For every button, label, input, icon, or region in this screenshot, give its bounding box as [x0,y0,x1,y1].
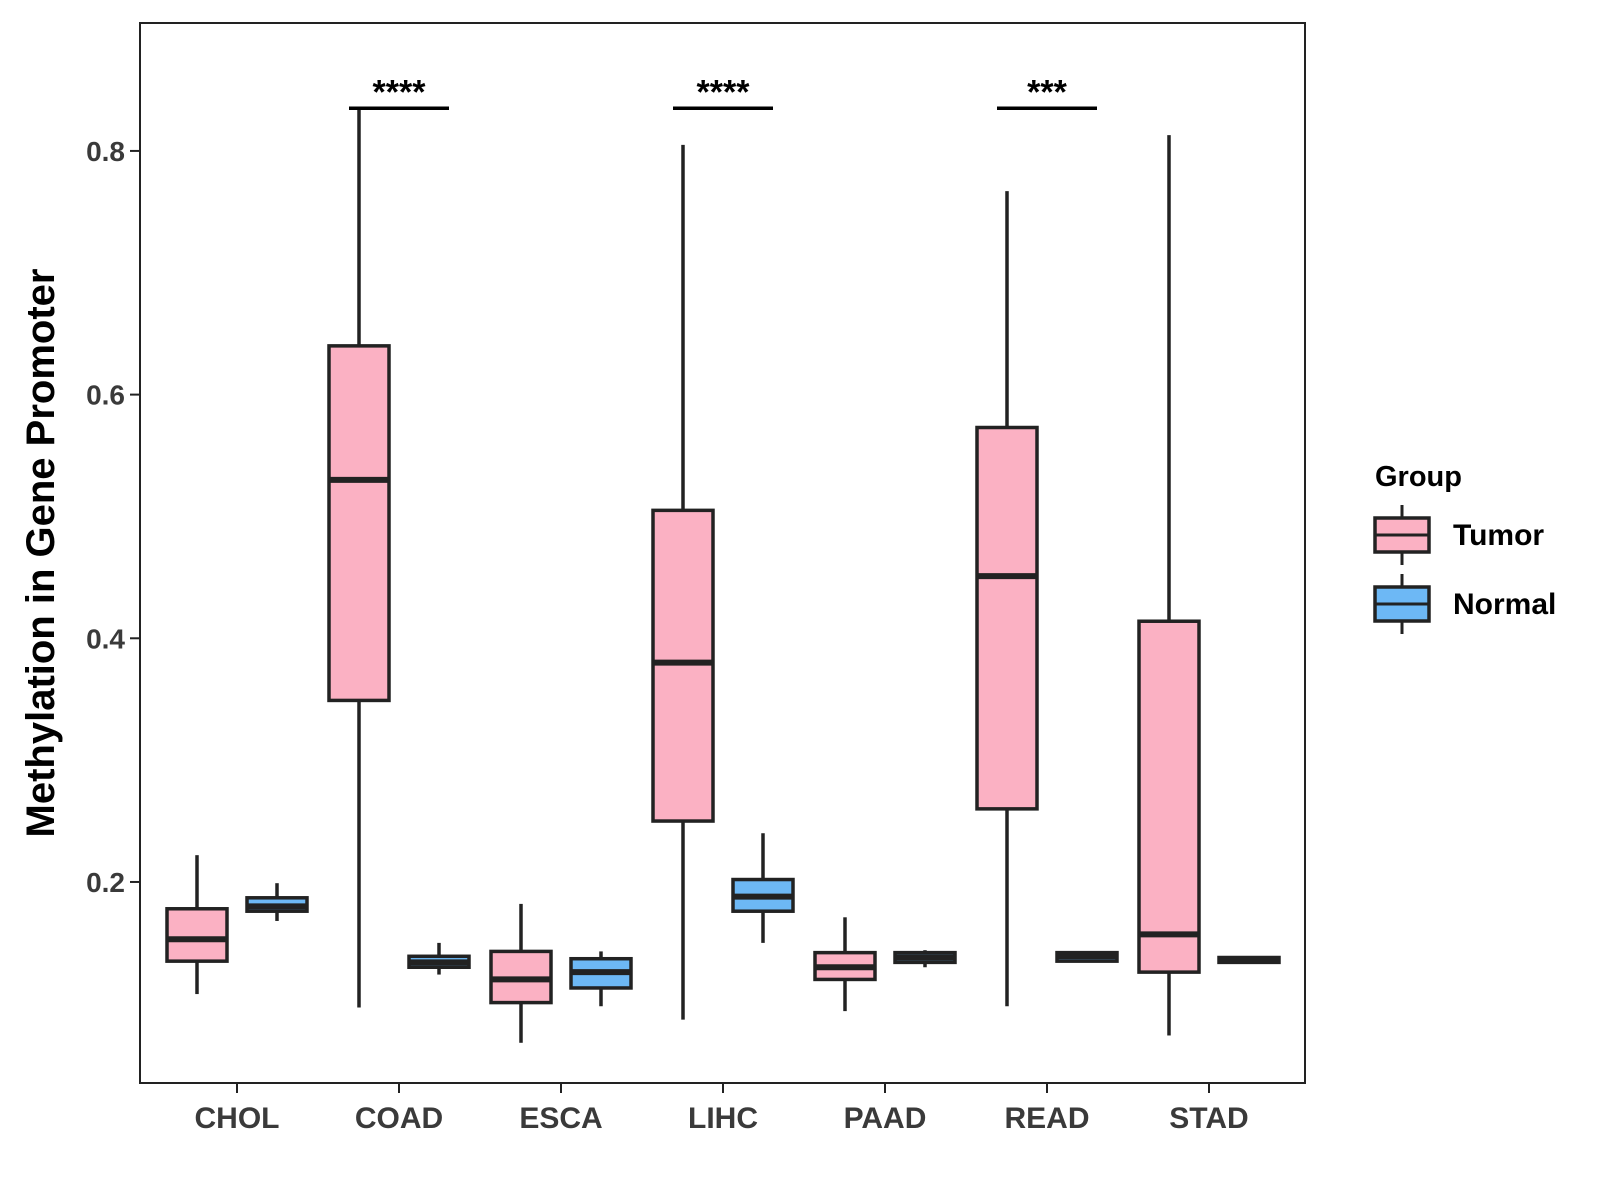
box-body [651,508,715,823]
box-body [327,344,391,703]
y-axis-title: Methylation in Gene Promoter [19,269,63,838]
box-tumor-chol [165,855,229,995]
x-tick-label: CHOL [195,1102,280,1135]
box-normal-esca [569,951,633,1007]
legend-label: Normal [1453,588,1556,621]
box-tumor-paad [813,917,877,1012]
legend-label: Tumor [1453,519,1544,552]
box-tumor-stad [1137,135,1201,1036]
box-normal-chol [245,883,309,921]
y-axis: 0.2 0.4 0.6 0.8 [86,136,140,898]
significance-label: **** [373,73,427,111]
significance-coad: **** [349,73,449,111]
box-normal-read [1055,950,1119,963]
box-layer [165,107,1281,1043]
box-normal-paad [893,950,957,968]
x-tick-label: ESCA [519,1102,602,1135]
x-tick-label: PAAD [844,1102,927,1135]
box-tumor-lihc [651,144,715,1020]
y-tick-label: 0.2 [86,867,125,898]
legend-item-normal: Normal [1373,574,1556,634]
y-tick-label: 0.6 [86,380,125,411]
box-normal-lihc [731,833,795,943]
significance-lihc: **** [673,73,773,111]
x-tick-label: LIHC [688,1102,758,1135]
significance-annotations: **** **** *** [349,73,1097,111]
legend: Group Tumor Normal [1373,461,1556,634]
x-tick-label: STAD [1169,1102,1248,1135]
box-tumor-coad [327,107,391,1008]
significance-read: *** [997,73,1097,111]
legend-title: Group [1375,461,1462,493]
box-body [1137,619,1201,974]
x-axis: CHOL COAD ESCA LIHC PAAD READ STAD [195,1083,1249,1135]
box-body [975,425,1039,811]
box-tumor-read [975,191,1039,1007]
y-tick-label: 0.8 [86,136,125,167]
box-normal-stad [1217,955,1281,965]
legend-item-tumor: Tumor [1373,505,1544,565]
box-tumor-esca [489,903,553,1043]
significance-label: *** [1027,73,1067,111]
x-tick-label: COAD [355,1102,443,1135]
box-body [165,907,229,963]
plot-panel [139,22,1306,1084]
x-tick-label: READ [1004,1102,1089,1135]
box-normal-coad [407,942,471,975]
significance-label: **** [697,73,751,111]
y-tick-label: 0.4 [86,623,125,654]
